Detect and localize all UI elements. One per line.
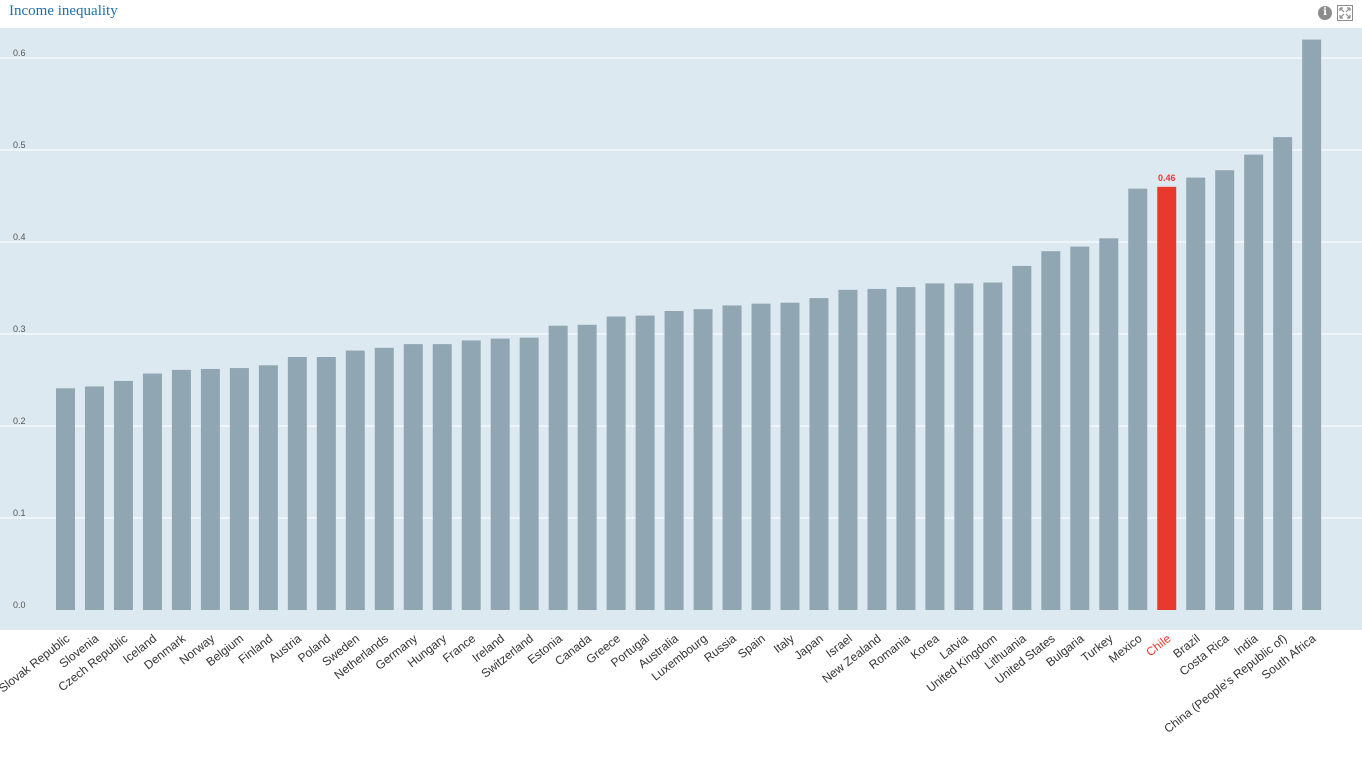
bar[interactable] — [867, 288, 887, 610]
bar[interactable] — [142, 373, 162, 610]
bar[interactable] — [519, 337, 539, 610]
bar[interactable] — [200, 368, 220, 610]
x-tick-label: Mexico — [1106, 631, 1145, 666]
x-tick-label: Chile — [1143, 631, 1173, 659]
y-tick-label: 0.5 — [13, 140, 26, 150]
bar[interactable] — [258, 365, 278, 610]
chart-title: Income inequality — [9, 3, 118, 19]
bar[interactable] — [1273, 137, 1293, 610]
x-tick-label: Korea — [908, 631, 942, 662]
bar[interactable] — [461, 340, 481, 610]
bar[interactable] — [287, 357, 307, 610]
bar[interactable] — [1157, 186, 1177, 611]
bar[interactable] — [1012, 265, 1032, 610]
bar[interactable] — [316, 357, 336, 610]
bar[interactable] — [780, 302, 800, 610]
bar[interactable] — [345, 350, 365, 610]
x-tick-label: Spain — [735, 631, 768, 661]
bar[interactable] — [838, 289, 858, 610]
bar[interactable] — [983, 282, 1003, 610]
bar[interactable] — [171, 369, 191, 610]
bar[interactable] — [56, 388, 75, 610]
bar[interactable] — [751, 303, 771, 610]
x-tick-label: Russia — [701, 631, 739, 665]
x-tick-label: Japan — [791, 631, 825, 662]
data-label: 0.46 — [1158, 173, 1176, 183]
expand-icon[interactable] — [1337, 5, 1353, 21]
y-tick-label: 0.2 — [13, 416, 26, 426]
y-tick-label: 0.1 — [13, 508, 26, 518]
bar[interactable] — [635, 315, 655, 610]
bar[interactable] — [896, 287, 916, 610]
y-tick-label: 0.0 — [13, 600, 26, 610]
bar[interactable] — [1186, 177, 1206, 610]
bar[interactable] — [548, 325, 568, 610]
info-icon[interactable]: i — [1318, 6, 1332, 20]
y-tick-label: 0.4 — [13, 232, 26, 242]
bar[interactable] — [229, 368, 249, 610]
bar[interactable] — [1302, 39, 1322, 611]
bar[interactable] — [693, 309, 713, 610]
bar[interactable] — [722, 305, 742, 610]
y-tick-label: 0.6 — [13, 48, 26, 58]
bar[interactable] — [954, 283, 974, 610]
bar[interactable] — [809, 298, 829, 610]
bar[interactable] — [925, 283, 945, 610]
bar[interactable] — [664, 311, 684, 610]
x-tick-label: France — [440, 631, 478, 665]
bar[interactable] — [374, 347, 394, 610]
bar[interactable] — [113, 380, 133, 610]
bar[interactable] — [403, 344, 423, 610]
bar[interactable] — [1070, 246, 1090, 610]
bar[interactable] — [577, 324, 597, 610]
bar[interactable] — [1041, 251, 1061, 610]
bar[interactable] — [1215, 170, 1235, 611]
chart-header: Income inequality i — [0, 0, 1362, 28]
bar[interactable] — [1099, 238, 1119, 610]
bar[interactable] — [606, 316, 626, 610]
bar[interactable] — [490, 338, 510, 610]
bar[interactable] — [1244, 154, 1264, 610]
bar[interactable] — [432, 344, 452, 610]
bar[interactable] — [1128, 188, 1148, 610]
y-tick-label: 0.3 — [13, 324, 26, 334]
bar[interactable] — [84, 386, 104, 610]
